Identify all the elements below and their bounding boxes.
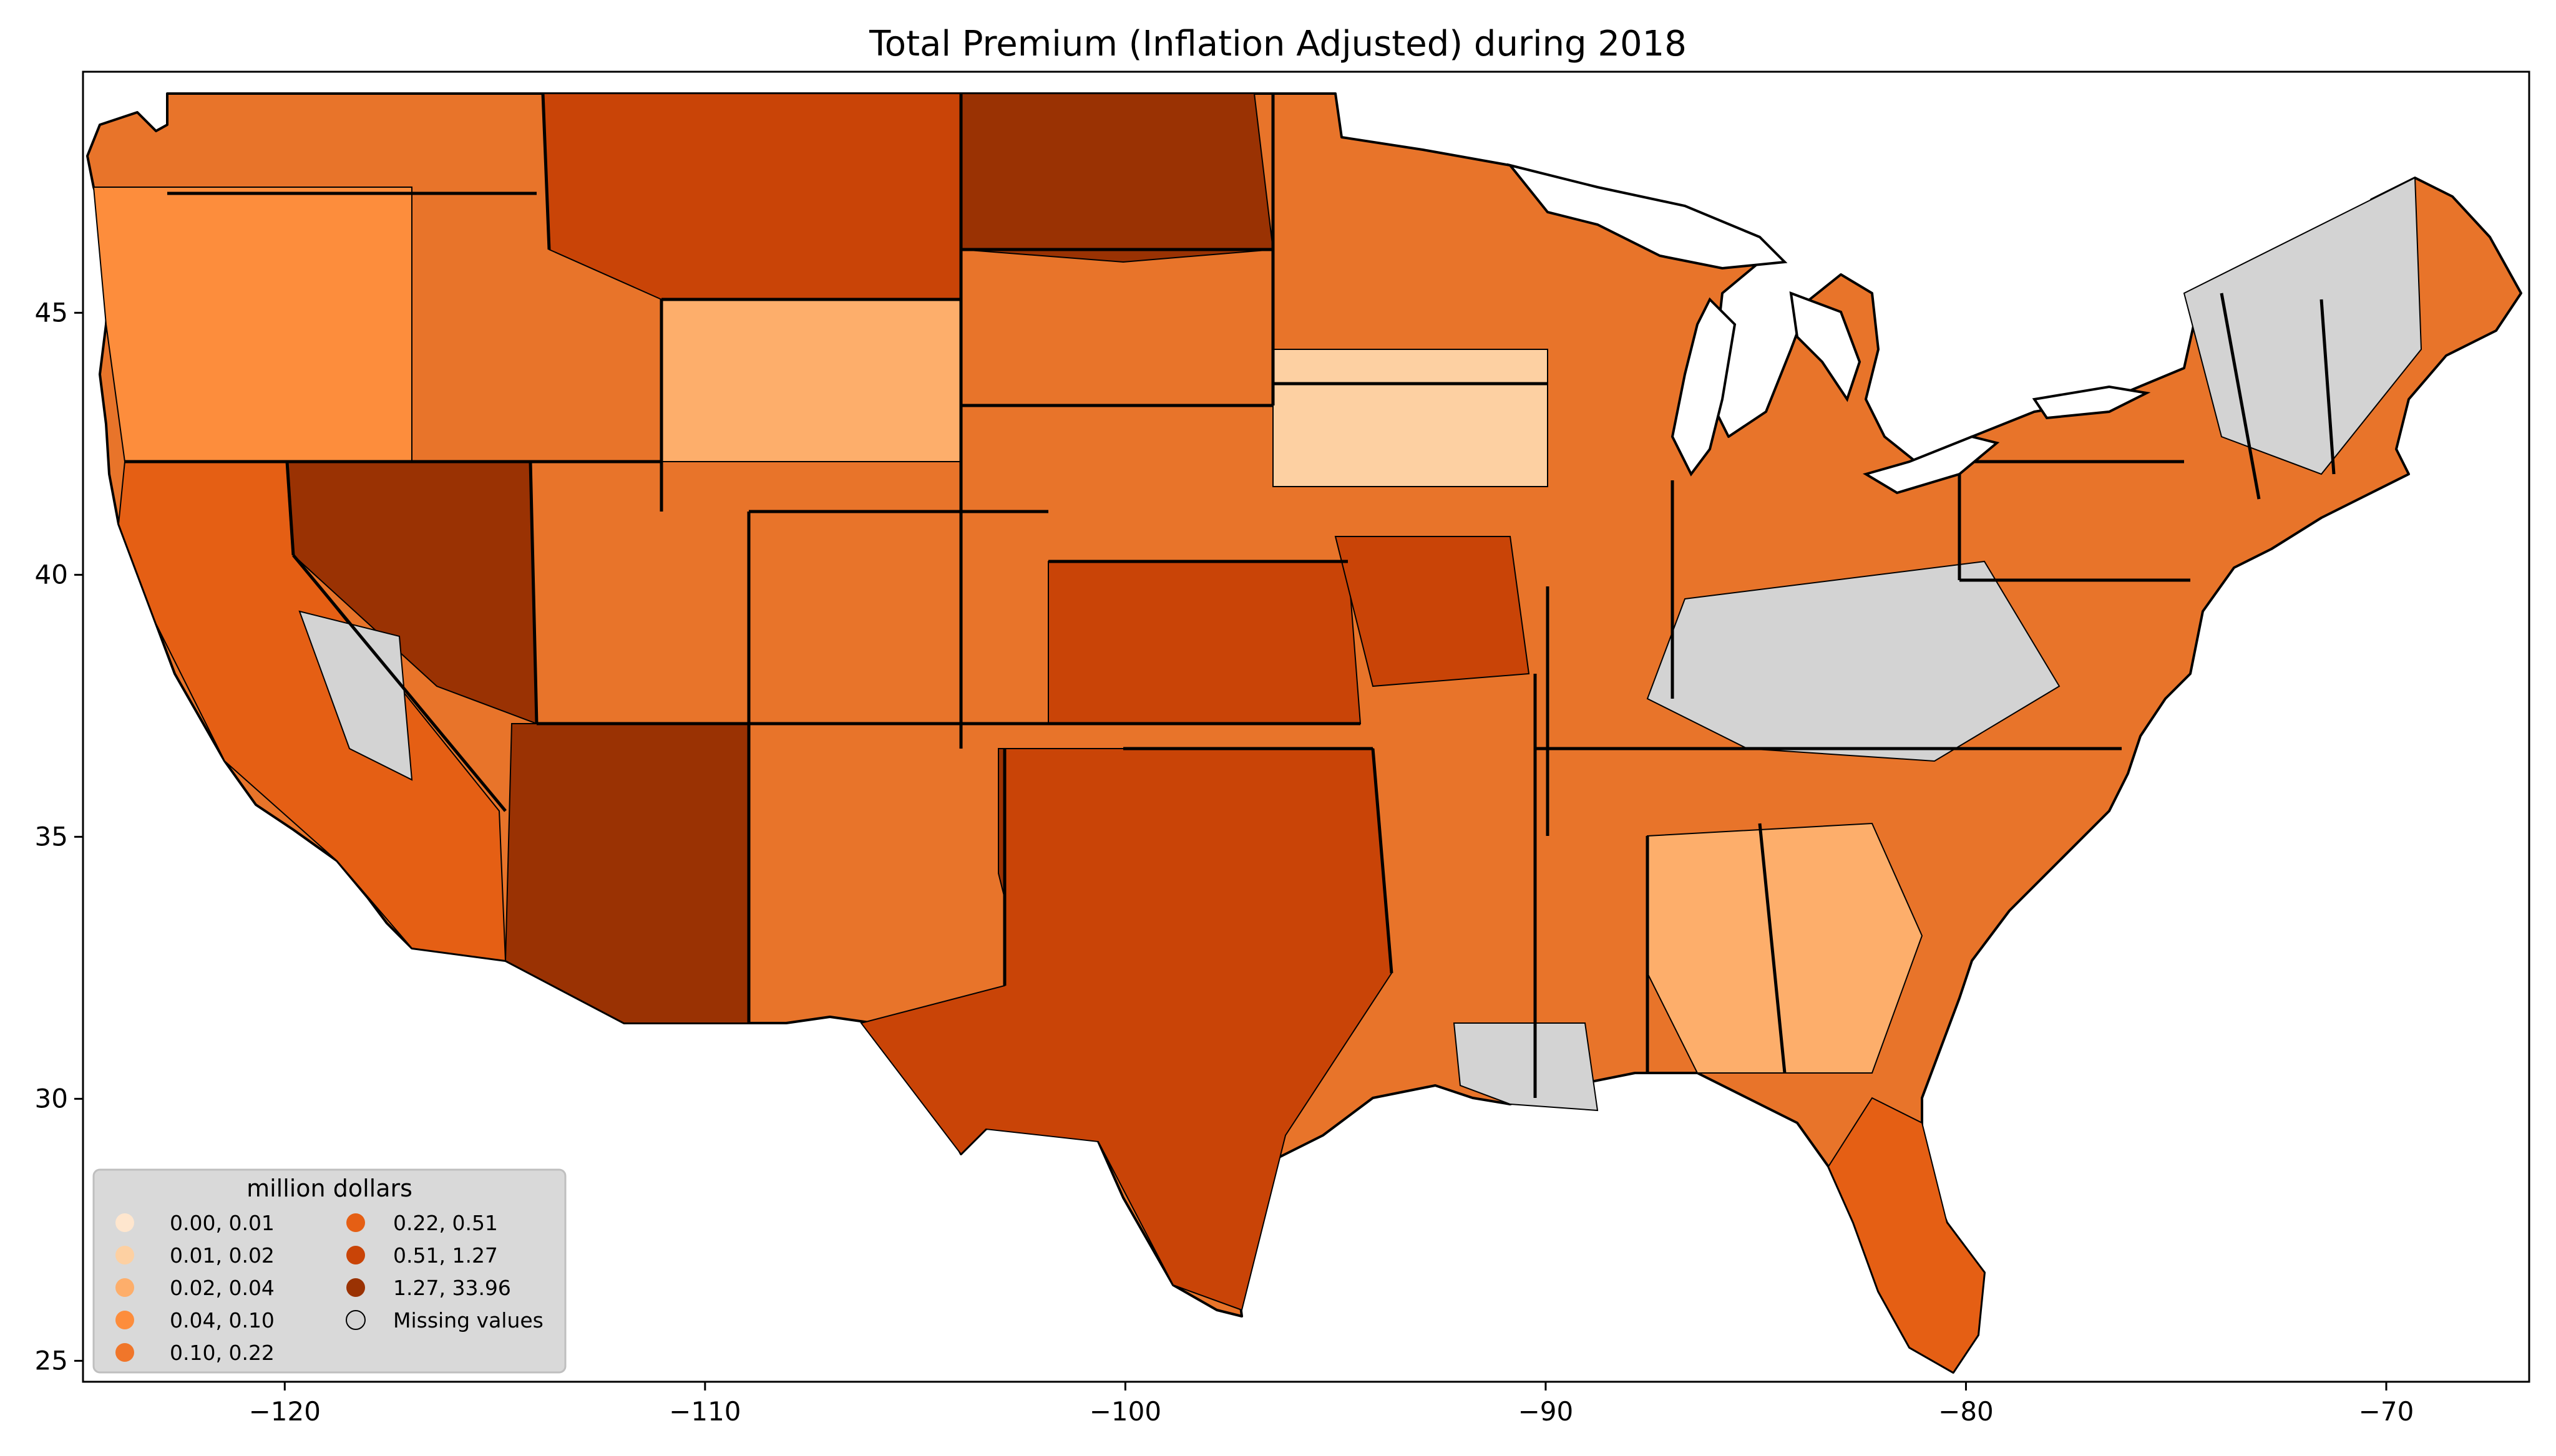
legend-swatch [115, 1213, 134, 1232]
legend-swatch [346, 1213, 365, 1232]
y-tick-label: 25 [35, 1345, 68, 1376]
region-montana [542, 93, 962, 300]
legend-label: 0.00, 0.01 [170, 1211, 275, 1235]
x-axis: −120 −110 −100 −90 −80 −70 [249, 1382, 2414, 1427]
region-louisiana-missing [1453, 1022, 1599, 1112]
region-northeast-missing [2183, 177, 2422, 475]
lake-huron [1789, 291, 1861, 402]
legend-swatch [346, 1278, 365, 1297]
legend-label: 0.04, 0.10 [170, 1308, 275, 1332]
y-tick-label: 35 [35, 821, 68, 852]
legend-label: 0.10, 0.22 [170, 1341, 275, 1365]
legend-title: million dollars [246, 1175, 412, 1202]
region-wyoming-light [661, 299, 962, 462]
y-tick-label: 40 [35, 559, 68, 590]
x-tick-label: −70 [2359, 1396, 2414, 1427]
legend-swatch [115, 1343, 134, 1362]
legend-swatch [115, 1278, 134, 1297]
region-west-dark [504, 723, 749, 1024]
legend-swatch [115, 1311, 134, 1329]
map-layer [86, 92, 2522, 1374]
region-northplains-dark [960, 93, 1274, 263]
lake-ontario [2032, 385, 2151, 420]
x-tick-label: −120 [249, 1396, 321, 1427]
region-kansas [1048, 561, 1362, 724]
legend-label: 0.51, 1.27 [393, 1243, 498, 1268]
lake-erie [1863, 435, 2000, 495]
state-boundaries [125, 93, 2336, 1098]
legend-swatch [115, 1246, 134, 1264]
region-georgia-mixed [1647, 822, 1923, 1074]
x-tick-label: −100 [1090, 1396, 1161, 1427]
lake-michigan [1671, 297, 1737, 477]
legend-swatch [346, 1310, 366, 1330]
x-tick-label: −110 [669, 1396, 741, 1427]
region-appalachia-missing [1646, 560, 2061, 762]
legend-swatch [346, 1246, 365, 1264]
y-tick-label: 45 [35, 297, 68, 328]
x-tick-label: −80 [1938, 1396, 1994, 1427]
y-axis: 45 40 35 30 25 [35, 297, 83, 1376]
legend-box [92, 1168, 567, 1374]
x-tick-label: −90 [1518, 1396, 1574, 1427]
legend-label: 0.01, 0.02 [170, 1243, 275, 1268]
legend-label: 1.27, 33.96 [393, 1276, 511, 1300]
region-missouri [1334, 536, 1530, 687]
lake-superior [1506, 163, 1788, 270]
chart-title: Total Premium (Inflation Adjusted) durin… [869, 24, 1687, 64]
y-tick-label: 30 [35, 1083, 68, 1114]
region-florida [1827, 1097, 1986, 1374]
legend: million dollars 0.00, 0.01 0.01, 0.02 0.02… [92, 1168, 567, 1374]
legend-label: 0.02, 0.04 [170, 1276, 275, 1300]
legend-label: 0.22, 0.51 [393, 1211, 498, 1235]
legend-label: Missing values [393, 1308, 544, 1332]
region-pacific-nw [92, 187, 412, 462]
region-nevada-missing [298, 610, 413, 781]
region-midwest-light [1272, 349, 1548, 487]
